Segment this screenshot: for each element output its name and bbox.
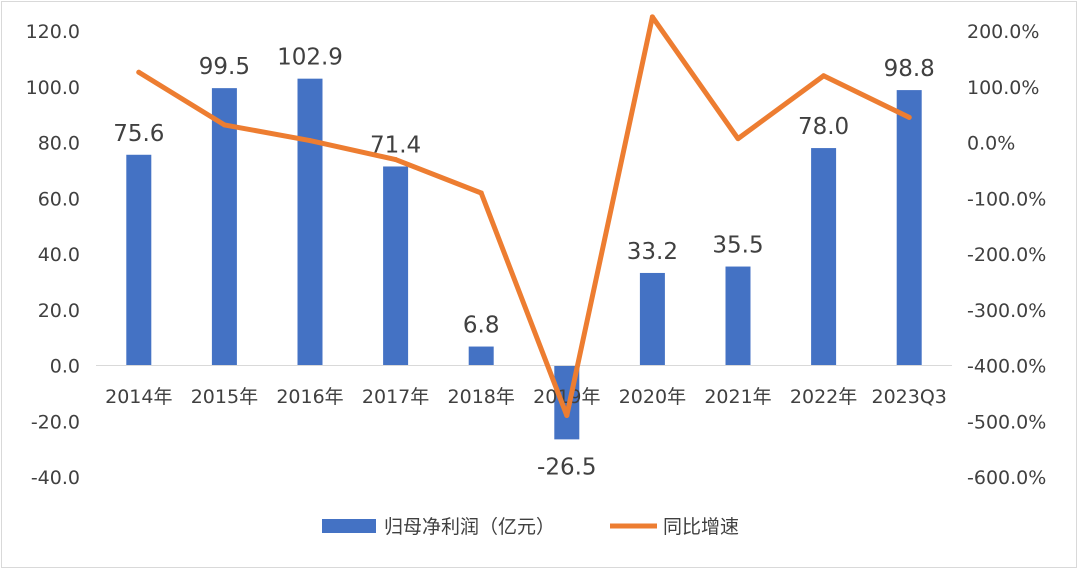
x-tick-label: 2023Q3 — [871, 386, 946, 408]
bar-data-label: 78.0 — [798, 114, 849, 140]
bar-data-label: 33.2 — [627, 239, 678, 265]
bar-data-labels: 75.6 99.5 102.9 71.4 6.8 -26.5 33.2 35.5 78.0 98.… — [113, 45, 935, 481]
bar — [468, 346, 494, 366]
left-tick-label: 20.0 — [38, 300, 80, 322]
x-tick-label: 2020年 — [619, 386, 686, 408]
left-axis: -40.0 -20.0 0.0 20.0 40.0 60.0 80.0 100.0 120.0 — [26, 21, 80, 489]
legend: 归母净利润（亿元） 同比增速 — [322, 516, 739, 538]
x-tick-label: 2017年 — [362, 386, 429, 408]
left-tick-label: 80.0 — [38, 133, 80, 155]
line-series — [136, 14, 912, 419]
line-point — [735, 136, 741, 142]
right-tick-label: 200.0% — [967, 21, 1039, 43]
bar — [211, 88, 237, 366]
right-tick-label: -400.0% — [967, 356, 1046, 378]
line-point — [649, 14, 655, 20]
line-point — [906, 114, 912, 120]
line-point — [478, 190, 484, 196]
bar-data-label: 102.9 — [277, 45, 343, 71]
bar-series — [126, 78, 922, 440]
left-tick-label: 100.0 — [26, 77, 80, 99]
x-axis-labels: 2014年 2015年 2016年 2017年 2018年 2019年 2020年 2021年… — [105, 386, 947, 408]
line-point — [393, 157, 399, 163]
bar-data-label: 75.6 — [113, 121, 164, 147]
x-tick-label: 2016年 — [276, 386, 343, 408]
x-tick-label: 2021年 — [704, 386, 771, 408]
right-axis: -600.0% -500.0% -400.0% -300.0% -200.0% -100.… — [967, 21, 1046, 489]
right-tick-label: 0.0% — [967, 133, 1015, 155]
bar-data-label: 71.4 — [370, 132, 421, 158]
bar-data-label: 35.5 — [712, 233, 763, 259]
bar — [725, 266, 751, 366]
line-point — [221, 122, 227, 128]
line-point — [136, 69, 142, 75]
x-tick-label: 2014年 — [105, 386, 172, 408]
bar — [297, 78, 323, 366]
left-tick-label: -20.0 — [31, 411, 80, 433]
right-tick-label: -200.0% — [967, 244, 1046, 266]
bar — [811, 148, 837, 366]
line-point — [307, 138, 313, 144]
x-tick-label: 2022年 — [790, 386, 857, 408]
left-tick-label: 60.0 — [38, 188, 80, 210]
line-point — [821, 73, 827, 79]
legend-bar-swatch — [322, 519, 376, 533]
right-tick-label: -600.0% — [967, 467, 1046, 489]
bar — [383, 166, 409, 366]
bar-data-label: 99.5 — [199, 54, 250, 80]
bar — [126, 154, 152, 366]
legend-line-label: 同比增速 — [663, 516, 739, 538]
left-tick-label: 0.0 — [50, 356, 80, 378]
left-tick-label: -40.0 — [31, 467, 80, 489]
right-tick-label: 100.0% — [967, 77, 1039, 99]
bar — [639, 272, 665, 366]
legend-bar-label: 归母净利润（亿元） — [384, 516, 555, 538]
left-tick-label: 40.0 — [38, 244, 80, 266]
right-tick-label: -300.0% — [967, 300, 1046, 322]
line-point — [564, 413, 570, 419]
bar-data-label: -26.5 — [537, 454, 597, 480]
growth-line — [136, 14, 912, 418]
bar-data-label: 98.8 — [884, 56, 935, 82]
right-tick-label: -500.0% — [967, 411, 1046, 433]
bar — [896, 90, 922, 366]
x-tick-label: 2018年 — [448, 386, 515, 408]
bar-data-label: 6.8 — [463, 313, 500, 339]
x-tick-label: 2015年 — [191, 386, 258, 408]
x-tick-label: 2019年 — [533, 386, 600, 408]
left-tick-label: 120.0 — [26, 21, 80, 43]
right-tick-label: -100.0% — [967, 188, 1046, 210]
